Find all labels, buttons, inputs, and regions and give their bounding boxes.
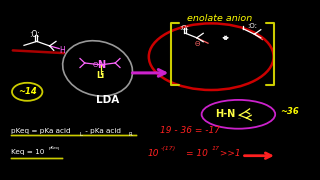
Text: 19 - 36 = -17: 19 - 36 = -17 [160,126,220,135]
Text: LDA: LDA [96,95,119,105]
Text: pKeq: pKeq [49,146,60,150]
Text: L: L [80,132,83,137]
Text: Θ: Θ [195,41,200,47]
Text: -(17): -(17) [161,146,176,151]
Text: ..: .. [237,115,241,120]
Text: Θ: Θ [93,62,98,68]
Text: >>1: >>1 [217,149,241,158]
Text: :O:: :O: [247,23,257,29]
Text: = 10: = 10 [186,149,207,158]
Text: Keq = 10: Keq = 10 [11,149,44,155]
Text: 17: 17 [211,146,219,151]
Text: - pKa acid: - pKa acid [83,127,121,134]
Text: enolate anion: enolate anion [187,14,252,23]
Text: :O:: :O: [29,30,40,39]
Text: ~36: ~36 [280,107,299,116]
Text: Li: Li [97,71,105,80]
Text: :O:: :O: [179,25,189,31]
Text: pKeq = pKa acid: pKeq = pKa acid [11,127,71,134]
Text: H: H [59,46,65,55]
Text: H-N: H-N [215,109,236,119]
Text: N: N [97,60,105,70]
Text: 10: 10 [147,149,159,158]
Text: R: R [129,132,133,137]
Text: ~14: ~14 [18,87,36,96]
